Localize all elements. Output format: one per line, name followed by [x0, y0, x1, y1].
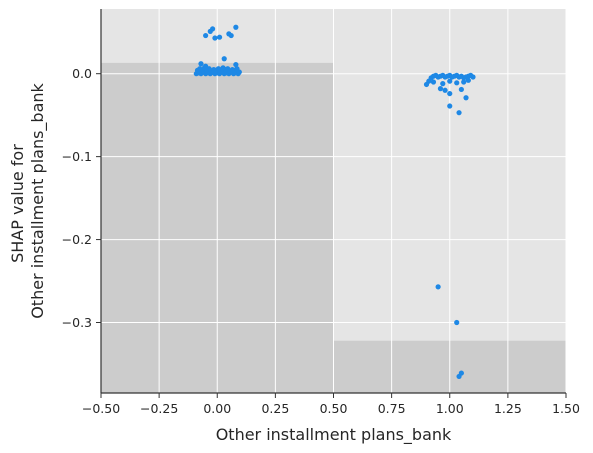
y-tick-label: −0.1	[62, 149, 92, 164]
data-point	[447, 90, 453, 97]
data-point	[216, 34, 223, 40]
data-point	[229, 66, 235, 73]
data-point	[221, 56, 227, 62]
data-point	[440, 81, 446, 87]
data-points	[193, 24, 476, 380]
data-point	[197, 66, 203, 72]
data-point	[470, 74, 476, 80]
data-point	[435, 284, 441, 290]
data-point	[198, 61, 204, 67]
x-tick-label: 1.50	[552, 401, 580, 416]
data-point	[437, 86, 444, 92]
data-point	[210, 26, 216, 32]
data-point	[203, 63, 209, 69]
data-point	[458, 370, 464, 376]
y-axis-label-line-1: SHAP value for	[8, 144, 27, 263]
x-tick-label: 0.50	[320, 401, 348, 416]
x-tick-label: 0.75	[378, 401, 406, 416]
data-point	[225, 66, 231, 72]
y-tick-label: 0.0	[72, 66, 92, 81]
data-point	[454, 319, 460, 326]
y-axis-label-line-2: Other installment plans_bank	[28, 82, 48, 318]
y-axis-label: SHAP value for Other installment plans_b…	[8, 82, 48, 318]
x-tick-label: −0.50	[82, 401, 120, 416]
data-point	[442, 87, 448, 93]
data-point	[447, 78, 453, 84]
x-ticks: −0.50 −0.25 0.00 0.25 0.50 0.75 1.00 1.25 1.50	[82, 393, 580, 416]
data-point	[430, 79, 437, 85]
data-point	[203, 32, 209, 39]
y-ticks: 0.0 −0.1 −0.2 −0.3	[62, 66, 101, 330]
x-tick-label: 1.25	[494, 401, 522, 416]
data-point	[463, 95, 469, 101]
data-point	[447, 103, 453, 109]
x-tick-label: 0.00	[203, 401, 231, 416]
data-point	[220, 65, 226, 71]
data-point	[228, 32, 234, 39]
y-tick-label: −0.2	[62, 232, 92, 247]
data-point	[233, 24, 239, 30]
data-point	[215, 66, 222, 72]
data-point	[233, 61, 239, 68]
data-point	[423, 81, 430, 88]
x-axis-label: Other installment plans_bank	[216, 425, 452, 445]
data-point	[465, 77, 471, 83]
data-point	[211, 66, 217, 73]
x-tick-label: 1.00	[436, 401, 464, 416]
data-point	[456, 110, 462, 116]
data-point	[458, 86, 464, 93]
data-point	[454, 80, 460, 86]
data-point	[212, 35, 218, 41]
x-tick-label: −0.25	[140, 401, 178, 416]
data-point	[234, 66, 240, 72]
y-tick-label: −0.3	[62, 315, 92, 330]
x-tick-label: 0.25	[261, 401, 289, 416]
data-point	[461, 79, 467, 85]
